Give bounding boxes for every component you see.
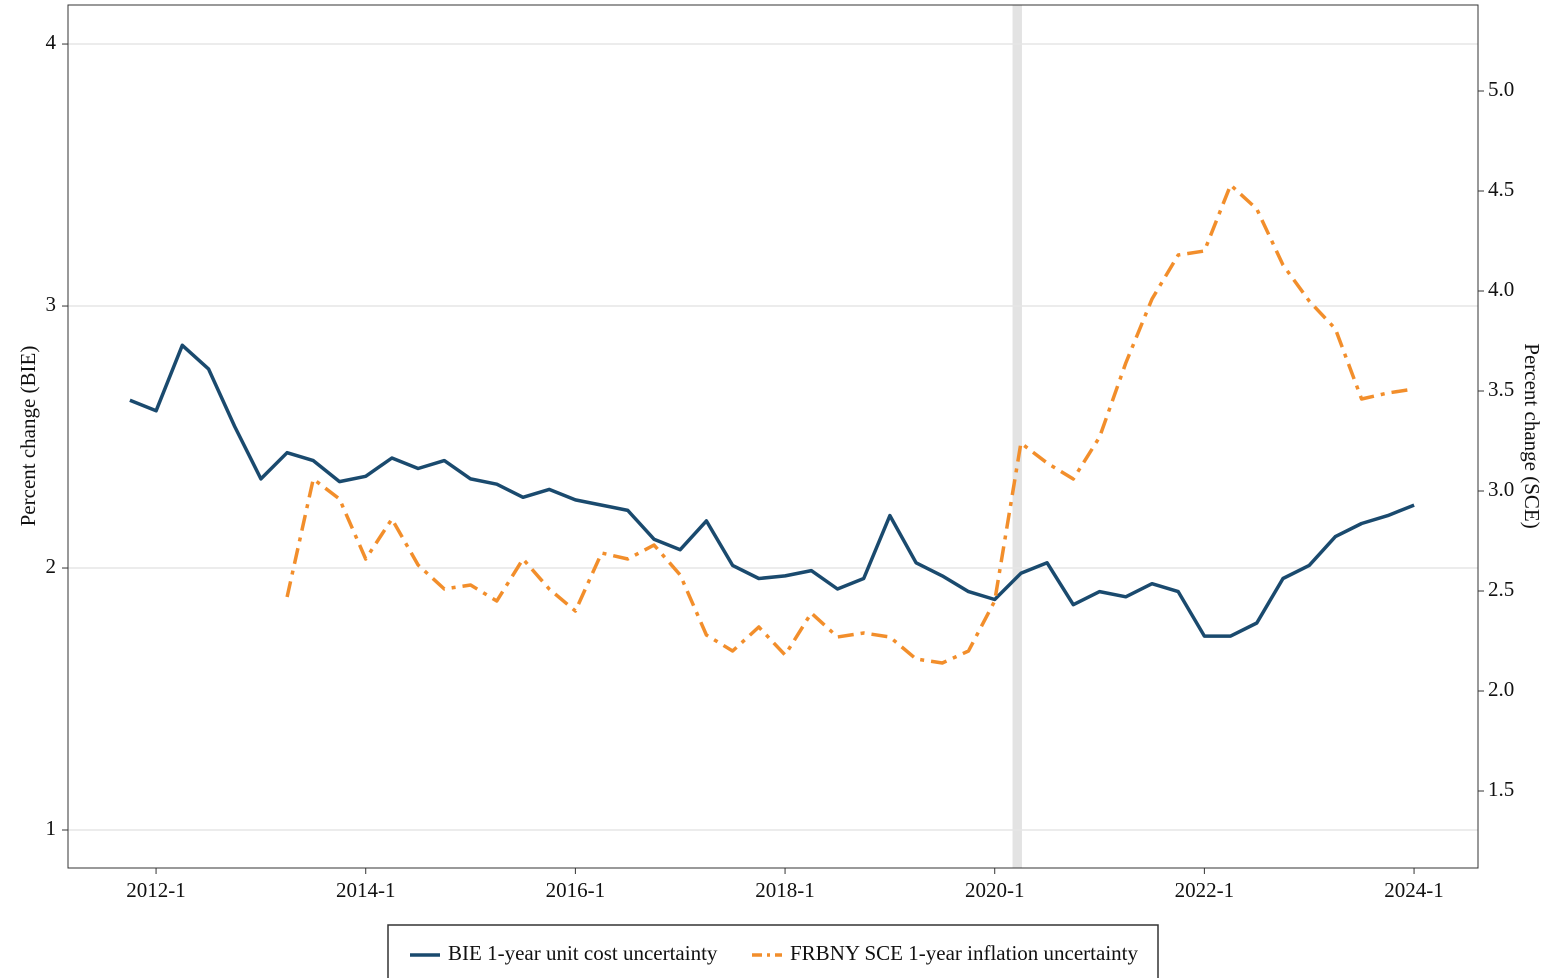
y2-tick-label: 4.5 xyxy=(1488,177,1514,201)
series-line xyxy=(285,183,1415,665)
series-line xyxy=(129,343,1415,638)
y-tick-label: 3 xyxy=(46,292,57,316)
plot-frame xyxy=(67,4,1479,869)
x-tick-label: 2024-1 xyxy=(1384,878,1444,902)
y2-tick-label: 4.0 xyxy=(1488,277,1514,301)
x-tick-label: 2022-1 xyxy=(1175,878,1235,902)
y2-tick-label: 3.0 xyxy=(1488,477,1514,501)
y-tick-label: 4 xyxy=(46,30,57,54)
legend-label: FRBNY SCE 1-year inflation uncertainty xyxy=(790,941,1138,965)
shaded-region xyxy=(1012,5,1022,868)
legend-label: BIE 1-year unit cost uncertainty xyxy=(448,941,718,965)
x-tick-label: 2014-1 xyxy=(336,878,396,902)
y-tick-label: 2 xyxy=(46,554,57,578)
y2-axis-label: Percent change (SCE) xyxy=(1520,343,1544,528)
y2-tick-label: 2.0 xyxy=(1488,677,1514,701)
y2-tick-label: 2.5 xyxy=(1488,577,1514,601)
x-tick-label: 2020-1 xyxy=(965,878,1025,902)
y2-tick-label: 5.0 xyxy=(1488,77,1514,101)
x-tick-label: 2016-1 xyxy=(546,878,606,902)
x-tick-label: 2018-1 xyxy=(755,878,815,902)
y2-tick-label: 1.5 xyxy=(1488,777,1514,801)
x-tick-label: 2012-1 xyxy=(126,878,186,902)
y-tick-label: 1 xyxy=(46,816,57,840)
y-axis-label: Percent change (BIE) xyxy=(16,346,40,527)
legend-box xyxy=(387,924,1159,978)
y2-tick-label: 3.5 xyxy=(1488,377,1514,401)
